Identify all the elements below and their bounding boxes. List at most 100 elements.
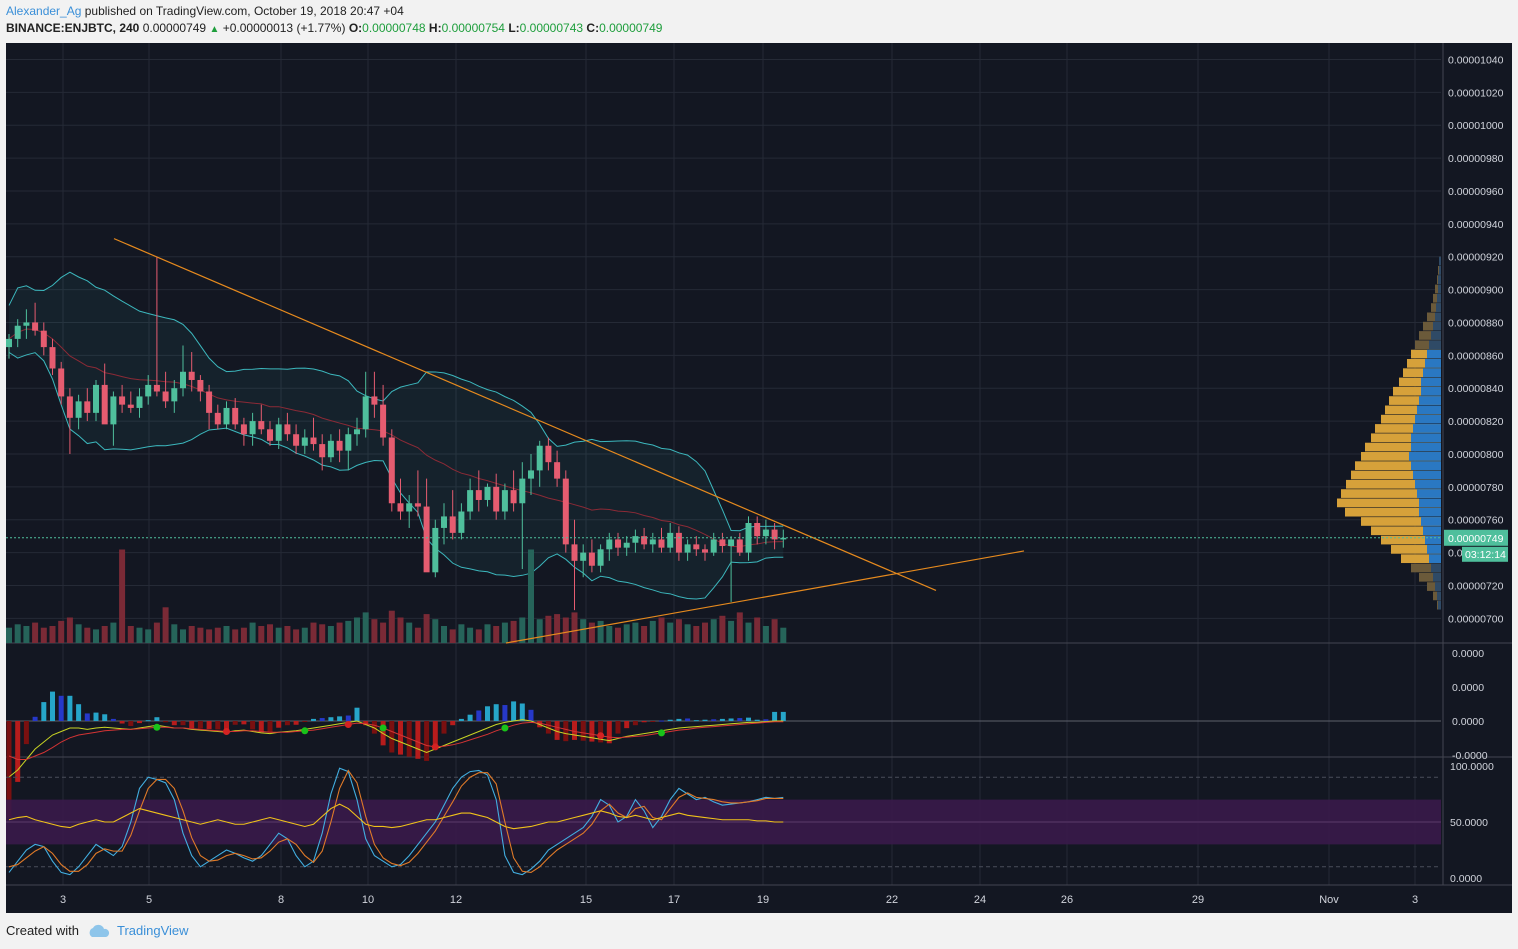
volume-profile-bar-buy <box>1423 368 1441 378</box>
candle-body <box>562 478 569 545</box>
candle-body <box>675 532 682 553</box>
volume-profile-bar-buy <box>1431 563 1441 573</box>
volume-profile-bar-sell <box>1381 414 1441 424</box>
volume-profile-bar-sell <box>1355 461 1441 471</box>
macd-histogram-bar <box>398 721 403 755</box>
macd-histogram-bar <box>763 719 769 721</box>
volume-profile-bar-sell <box>1375 424 1441 433</box>
macd-histogram-bar <box>589 721 595 742</box>
volume-profile-bar-buy <box>1415 479 1441 489</box>
volume-bar <box>432 619 439 643</box>
volume-profile-bar-sell <box>1419 572 1441 582</box>
candle-body <box>188 371 195 380</box>
macd-histogram-bar <box>215 721 221 730</box>
volume-bar <box>649 620 656 643</box>
price-axis-label: 0.00000920 <box>1448 252 1504 264</box>
candle-body <box>267 429 273 441</box>
macd-histogram-bar <box>232 721 238 725</box>
high-value: 0.00000754 <box>441 21 505 35</box>
volume-profile-bar-sell <box>1415 340 1441 350</box>
volume-profile-bar-buy <box>1419 507 1441 517</box>
macd-histogram-bar <box>258 721 264 733</box>
candle-body <box>493 486 500 512</box>
macd-histogram-bar <box>302 721 308 722</box>
macd-histogram-bar <box>754 719 760 721</box>
date-axis-label: 15 <box>580 894 592 906</box>
candle-body <box>258 421 265 430</box>
volume-profile-bar-sell <box>1381 535 1441 545</box>
macd-histogram-bar <box>32 716 38 721</box>
candle-body <box>223 407 230 425</box>
rsi-line <box>8 803 784 830</box>
volume-profile-bar-buy <box>1439 256 1441 266</box>
volume-profile-bar-buy <box>1425 535 1441 545</box>
volume-profile-bar-buy <box>1435 312 1441 322</box>
candle-body <box>536 445 543 471</box>
candle-body <box>432 527 439 573</box>
volume-bar <box>762 626 769 643</box>
volume-profile-bar-buy <box>1413 424 1441 433</box>
volume-bar <box>528 549 534 643</box>
macd-histogram-bar <box>84 713 90 721</box>
volume-bar <box>40 627 47 643</box>
candle-body <box>554 462 561 479</box>
volume-profile-bar-sell <box>1423 321 1441 331</box>
volume-bar <box>484 624 491 643</box>
candle-body <box>214 412 221 425</box>
volume-profile-bar-buy <box>1431 331 1441 340</box>
candle-body <box>632 536 639 543</box>
volume-bar <box>275 627 282 643</box>
volume-bar <box>206 629 213 643</box>
volume-profile-bar-buy <box>1419 396 1441 405</box>
volume-profile-bar-sell <box>1365 442 1441 452</box>
volume-bar <box>536 619 543 643</box>
volume-profile-bar-sell <box>1341 489 1441 498</box>
macd-histogram-bar <box>615 721 621 734</box>
volume-bar <box>667 622 674 643</box>
macd-axis-label: -0.0000 <box>1452 750 1488 762</box>
tradingview-cloud-icon <box>89 924 110 937</box>
macd-histogram-bar <box>41 702 47 721</box>
candle-body <box>336 440 343 451</box>
volume-profile-bar-buy <box>1425 359 1441 368</box>
stoch-axis-label: 100.0000 <box>1450 761 1494 773</box>
candle-body <box>119 396 126 405</box>
price-axis-label: 0.00000980 <box>1448 153 1504 165</box>
macd-histogram-bar <box>580 721 586 741</box>
volume-profile-bar-buy <box>1433 321 1441 331</box>
candle-body <box>580 552 587 561</box>
candle-body <box>397 503 404 512</box>
macd-histogram-bar <box>432 721 438 745</box>
volume-bar <box>441 626 447 643</box>
price-axis-label: 0.00000800 <box>1448 449 1504 461</box>
volume-profile-bar-sell <box>1407 359 1441 368</box>
chart-canvas[interactable]: 0.00001040 0.00001020 0.00001000 0.00000980… <box>6 43 1512 913</box>
volume-profile-bar-sell <box>1411 349 1441 359</box>
volume-profile-bar-buy <box>1439 265 1441 275</box>
candle-body <box>145 384 152 397</box>
macd-histogram-bar <box>197 721 203 729</box>
date-axis-label: 8 <box>278 894 284 906</box>
candle-body <box>414 503 421 507</box>
macd-histogram-bar <box>267 721 273 733</box>
candle-body <box>301 437 308 446</box>
macd-histogram-bar <box>163 721 169 723</box>
volume-bar <box>754 617 761 643</box>
volume-profile-bar-sell <box>1419 331 1441 340</box>
candle-body <box>736 539 743 553</box>
author-link[interactable]: Alexander_Ag <box>6 4 82 18</box>
volume-bar <box>728 620 735 643</box>
candle-body <box>206 391 213 413</box>
volume-bar <box>327 626 334 643</box>
price-axis-label: 0.00000720 <box>1448 580 1504 592</box>
volume-bar <box>93 629 99 643</box>
price-axis-label: 0.00000700 <box>1448 613 1504 625</box>
volume-bar <box>380 622 387 643</box>
candle-body <box>441 516 447 528</box>
volume-bar <box>623 624 630 643</box>
candle-body <box>615 539 621 548</box>
macd-histogram-bar <box>424 721 430 761</box>
candle-body <box>467 490 474 512</box>
tradingview-brand[interactable]: TradingView <box>116 923 189 938</box>
candle-body <box>501 490 508 512</box>
